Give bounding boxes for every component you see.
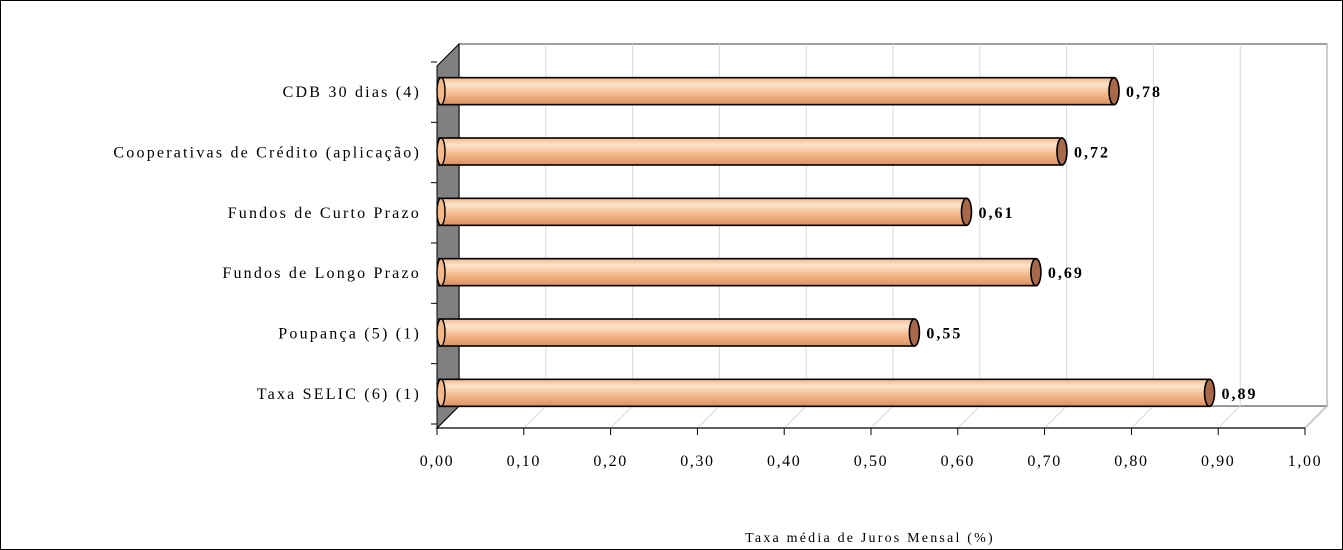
- bar-end-cap: [1203, 378, 1216, 408]
- x-tick-label: 0,80: [1114, 453, 1148, 470]
- bar-body: [438, 76, 1115, 106]
- category-label: Fundos de Curto Prazo: [228, 205, 421, 222]
- category-label: Taxa SELIC (6) (1): [257, 386, 421, 403]
- bar-start-cap: [436, 378, 446, 408]
- bar-end-cap: [1056, 137, 1068, 166]
- bar-start-cap: [436, 257, 446, 287]
- bar: [436, 76, 1120, 106]
- x-tick-label: 0,20: [593, 453, 627, 470]
- value-label: 0,61: [978, 205, 1014, 222]
- bar: [436, 197, 973, 227]
- labels: 0,00 0,10 0,20 0,30 0,40 0,50 0,60 0,70 0,80 0,90…: [113, 84, 1322, 470]
- x-tick-label: 0,00: [420, 453, 454, 470]
- bar-start-cap: [436, 137, 446, 166]
- gridline-floor: [1044, 405, 1067, 429]
- gridline-floor: [1304, 405, 1328, 429]
- gridline-floor: [783, 405, 807, 429]
- bar-end-cap: [1030, 257, 1042, 287]
- gridline-floor: [1131, 405, 1154, 429]
- bar-start-cap: [436, 318, 446, 347]
- category-label: CDB 30 dias (4): [283, 84, 421, 101]
- gridline-floor: [610, 405, 633, 429]
- gridline-floor: [870, 405, 894, 429]
- x-tick-label: 0,90: [1201, 453, 1235, 470]
- bar-end-cap: [1108, 76, 1120, 106]
- x-tick-label: 0,30: [680, 453, 714, 470]
- bar-body: [438, 318, 916, 347]
- bar: [436, 137, 1068, 166]
- gridline-floor: [1217, 405, 1241, 429]
- value-label: 0,89: [1222, 386, 1258, 403]
- x-tick-label: 0,70: [1027, 453, 1061, 470]
- value-label: 0,69: [1048, 265, 1084, 282]
- gridline-floor: [697, 405, 720, 429]
- bar-body: [438, 197, 968, 227]
- bar-start-cap: [436, 76, 446, 106]
- bar: [436, 257, 1042, 287]
- bar-end-cap: [960, 197, 973, 227]
- category-label: Fundos de Longo Prazo: [222, 265, 421, 282]
- category-label: Cooperativas de Crédito (aplicação): [113, 145, 421, 162]
- value-label: 0,78: [1126, 84, 1162, 101]
- bars: [436, 76, 1216, 408]
- bar: [436, 378, 1216, 408]
- gridline-floor: [523, 405, 547, 429]
- x-tick-label: 0,10: [507, 453, 541, 470]
- value-label: 0,55: [926, 326, 962, 343]
- bar-end-cap: [908, 318, 921, 347]
- x-tick-label: 0,60: [941, 453, 975, 470]
- x-tick-label: 0,50: [854, 453, 888, 470]
- bar-body: [438, 137, 1063, 166]
- x-tick-label: 0,40: [767, 453, 801, 470]
- category-label: Poupança (5) (1): [278, 326, 421, 343]
- bar: [436, 318, 921, 347]
- value-label: 0,72: [1074, 145, 1110, 162]
- x-tick-label: 1,00: [1288, 453, 1322, 470]
- bar-body: [438, 378, 1211, 408]
- bar-start-cap: [436, 197, 446, 227]
- x-axis-title: Taxa média de Juros Mensal (%): [745, 531, 995, 546]
- bar-body: [438, 257, 1037, 287]
- gridline-floor: [957, 405, 981, 429]
